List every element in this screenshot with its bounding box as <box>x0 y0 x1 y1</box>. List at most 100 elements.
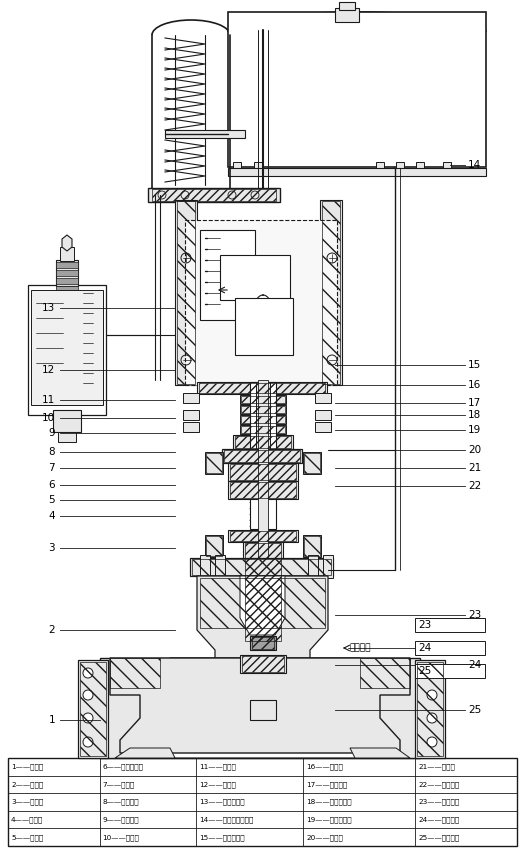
Text: 4: 4 <box>48 511 55 521</box>
Bar <box>206 453 222 473</box>
Polygon shape <box>110 658 410 753</box>
Text: 11: 11 <box>42 395 55 405</box>
Text: 20——螺母；: 20——螺母； <box>306 834 343 840</box>
Text: 2: 2 <box>48 625 55 635</box>
Text: 10——填料；: 10——填料； <box>102 834 140 840</box>
Bar <box>416 162 424 172</box>
Text: 4——阀杆；: 4——阀杆； <box>11 817 43 823</box>
Bar <box>254 162 262 172</box>
Text: 8——波纹管；: 8——波纹管； <box>102 799 139 806</box>
Circle shape <box>83 668 93 678</box>
Bar <box>308 555 318 578</box>
Bar <box>175 200 197 385</box>
Circle shape <box>427 690 437 700</box>
Text: 15: 15 <box>468 360 481 370</box>
Text: 21: 21 <box>468 463 481 473</box>
Bar <box>303 452 321 474</box>
Bar <box>322 201 340 384</box>
Bar <box>205 535 223 557</box>
Bar <box>315 422 331 432</box>
Text: 6: 6 <box>48 480 55 490</box>
Text: 24——对开环；: 24——对开环； <box>418 817 459 823</box>
Text: 19——填料压套；: 19——填料压套； <box>306 817 352 823</box>
Bar <box>230 464 296 480</box>
Text: 9——填料函；: 9——填料函； <box>102 817 139 823</box>
Bar <box>205 452 223 474</box>
Text: 9: 9 <box>48 428 55 438</box>
Polygon shape <box>115 748 175 758</box>
Bar <box>339 2 355 10</box>
Bar <box>256 382 270 454</box>
Bar <box>56 270 78 276</box>
Text: 17——填料母；: 17——填料母； <box>306 781 348 788</box>
Bar <box>245 543 281 641</box>
Bar <box>335 8 359 22</box>
Bar <box>60 247 74 261</box>
Text: 13: 13 <box>42 303 55 313</box>
Polygon shape <box>250 295 263 355</box>
Polygon shape <box>350 748 410 758</box>
Text: 18: 18 <box>468 410 481 420</box>
Bar <box>240 655 286 673</box>
Bar <box>320 200 342 385</box>
Text: 24: 24 <box>418 643 431 653</box>
Text: 23——止退垫；: 23——止退垫； <box>418 799 459 806</box>
Bar <box>8 758 517 846</box>
Bar <box>206 536 222 556</box>
Text: 7——阀盖；: 7——阀盖； <box>102 781 135 788</box>
Circle shape <box>427 713 437 723</box>
Bar <box>222 449 302 463</box>
Text: 21——螺柱；: 21——螺柱； <box>418 763 455 770</box>
Text: 14——气动执行机构；: 14——气动执行机构； <box>200 817 254 823</box>
Bar <box>250 382 276 454</box>
Text: 14: 14 <box>468 160 481 170</box>
Bar <box>360 658 410 688</box>
Bar <box>110 658 160 688</box>
Text: 5——垫片；: 5——垫片； <box>11 834 43 840</box>
Bar <box>304 453 320 473</box>
Text: 25——阀盖盖；: 25——阀盖盖； <box>418 834 459 840</box>
Text: 2——阀盖；: 2——阀盖； <box>11 781 43 788</box>
Text: 3——阀瓣；: 3——阀瓣； <box>11 799 43 806</box>
Bar <box>100 658 420 758</box>
Bar <box>240 415 286 424</box>
Polygon shape <box>62 235 72 251</box>
Bar <box>58 432 76 442</box>
Bar <box>56 294 78 300</box>
Bar <box>241 396 285 403</box>
Text: 23: 23 <box>418 620 431 630</box>
Bar <box>230 531 296 541</box>
Text: 1: 1 <box>48 715 55 725</box>
Bar <box>183 410 199 420</box>
Bar <box>243 542 283 642</box>
Bar <box>315 393 331 403</box>
Bar <box>183 422 199 432</box>
Text: 1——阀体；: 1——阀体； <box>11 763 43 770</box>
Circle shape <box>83 690 93 700</box>
Bar <box>152 189 276 201</box>
Bar <box>220 255 290 300</box>
Text: 15——限位开关；: 15——限位开关； <box>200 834 245 840</box>
Text: 24: 24 <box>468 660 481 670</box>
Bar <box>235 298 293 355</box>
Bar <box>165 130 245 138</box>
Bar <box>228 481 298 499</box>
Bar <box>415 664 485 678</box>
Text: 11——螺柱；: 11——螺柱； <box>200 763 236 770</box>
Bar <box>56 286 78 292</box>
Bar <box>415 641 485 655</box>
Bar <box>315 410 331 420</box>
Bar <box>242 656 284 672</box>
Text: 19: 19 <box>468 425 481 435</box>
Bar <box>200 555 210 578</box>
Bar <box>250 499 276 529</box>
Text: 22: 22 <box>468 481 481 491</box>
Polygon shape <box>130 658 390 758</box>
Text: 12——螺母；: 12——螺母； <box>200 781 236 788</box>
Bar <box>148 188 280 202</box>
Bar <box>228 168 486 176</box>
Bar <box>250 700 276 720</box>
Bar <box>183 393 199 403</box>
Text: 25: 25 <box>418 666 431 676</box>
Bar <box>252 637 274 649</box>
